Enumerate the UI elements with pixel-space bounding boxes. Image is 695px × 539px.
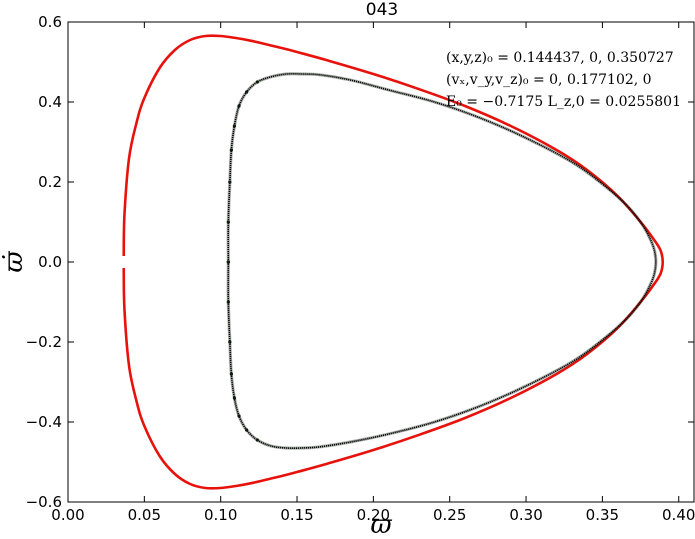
x-tick-label-2: 0.10 <box>204 506 237 524</box>
y-tick-label-2: 0.2 <box>38 173 62 191</box>
series-1-point-9 <box>245 428 249 432</box>
x-tick-label-8: 0.40 <box>662 506 695 524</box>
x-tick-label-6: 0.30 <box>509 506 542 524</box>
series-1-dots <box>227 72 657 449</box>
y-tick-label-0: 0.6 <box>38 13 62 31</box>
series-1-point-5 <box>237 104 241 108</box>
series-1-point-3 <box>229 148 233 152</box>
y-tick-label-5: −0.4 <box>26 413 62 431</box>
x-tick-label-3: 0.15 <box>280 506 313 524</box>
x-tick-label-0: 0.00 <box>51 506 84 524</box>
annotation-block: (x,y,z)₀ = 0.144437, 0, 0.350727 (vₓ,v_y,… <box>446 50 681 110</box>
series-1-point-7 <box>255 80 259 84</box>
y-tick-label-6: −0.6 <box>26 493 62 511</box>
y-axis-label: ϖ̇ <box>0 251 29 273</box>
series-1-point-1 <box>226 220 230 224</box>
series-1-point-12 <box>229 372 233 376</box>
x-tick-label-1: 0.05 <box>128 506 161 524</box>
x-axis-label: ϖ <box>370 510 392 539</box>
x-tick-label-5: 0.25 <box>433 506 466 524</box>
series-0-curve <box>122 34 664 490</box>
data-curves <box>122 34 664 490</box>
series-1-point-8 <box>255 438 259 442</box>
axis-ticks: 0.00 0.05 0.10 0.15 0.20 0.25 0.30 0.35 0.40 0.6 0… <box>26 13 695 524</box>
series-1-point-11 <box>232 396 237 400</box>
y-tick-label-3: 0.0 <box>38 253 62 271</box>
annotation-line-2: E₀ = −0.7175 L_z,0 = 0.0255801 <box>446 94 681 110</box>
series-1-point-13 <box>228 340 232 344</box>
series-1-point-4 <box>232 124 237 128</box>
x-tick-label-4: 0.20 <box>357 506 390 524</box>
x-tick-label-7: 0.35 <box>586 506 619 524</box>
chart-title: 043 <box>366 0 398 20</box>
y-tick-label-4: −0.2 <box>26 333 62 351</box>
y-tick-label-1: 0.4 <box>38 93 62 111</box>
series-1-point-14 <box>226 300 230 304</box>
series-1-point-15 <box>226 260 230 264</box>
annotation-line-0: (x,y,z)₀ = 0.144437, 0, 0.350727 <box>446 50 674 66</box>
series-1-point-10 <box>237 414 241 418</box>
series-1-point-2 <box>228 180 232 184</box>
annotation-line-1: (vₓ,v_y,v_z)₀ = 0, 0.177102, 0 <box>446 72 652 88</box>
plot-frame <box>67 21 695 503</box>
series-1-point-6 <box>245 90 249 94</box>
